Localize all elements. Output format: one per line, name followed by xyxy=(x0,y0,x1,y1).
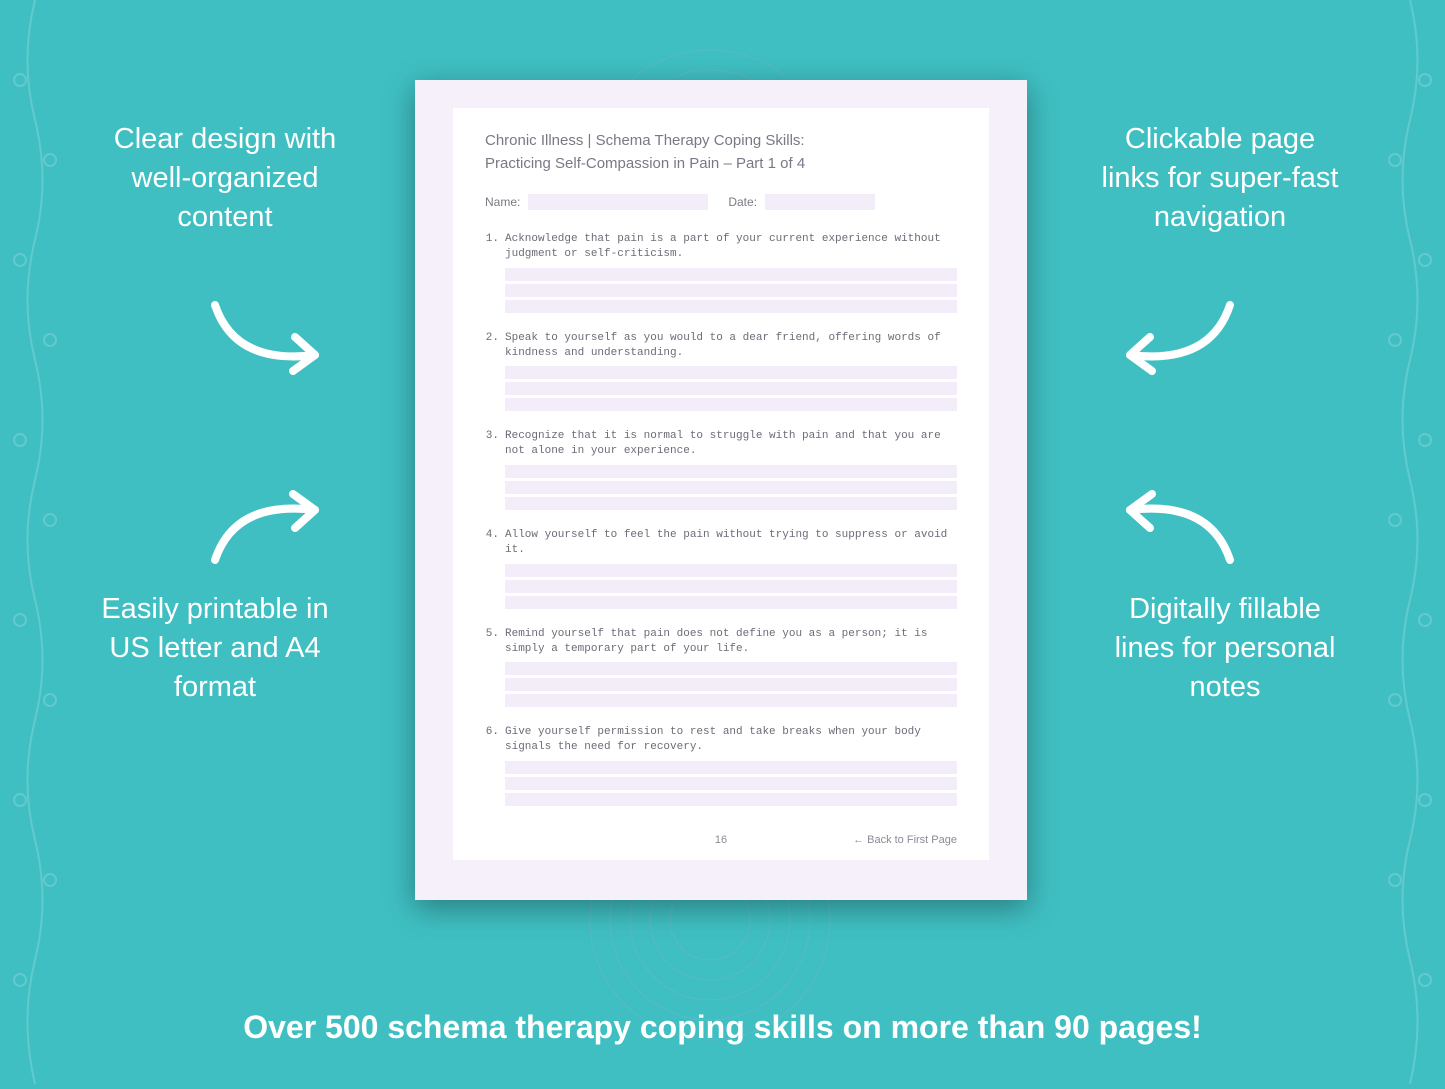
arrow-top-left-icon xyxy=(195,295,345,395)
arrow-bottom-left-icon xyxy=(195,470,345,570)
item-number: 5. xyxy=(485,627,499,657)
callout-bottom-right: Digitally fillable lines for personal no… xyxy=(1100,590,1350,707)
item-text: Give yourself permission to rest and tak… xyxy=(505,725,957,755)
callout-top-right: Clickable page links for super-fast navi… xyxy=(1095,120,1345,237)
worksheet-item: 2. Speak to yourself as you would to a d… xyxy=(485,331,957,412)
name-field[interactable] xyxy=(528,194,708,210)
item-number: 3. xyxy=(485,429,499,459)
page-footer: 16 ← Back to First Page xyxy=(485,834,957,846)
item-text: Allow yourself to feel the pain without … xyxy=(505,528,957,558)
arrow-top-right-icon xyxy=(1100,295,1250,395)
fill-line[interactable] xyxy=(505,481,957,494)
fill-line[interactable] xyxy=(505,777,957,790)
doc-subtitle: Practicing Self-Compassion in Pain – Par… xyxy=(485,155,957,172)
arrow-bottom-right-icon xyxy=(1100,470,1250,570)
item-text: Remind yourself that pain does not defin… xyxy=(505,627,957,657)
document-inner: Chronic Illness | Schema Therapy Coping … xyxy=(453,108,989,860)
doc-title: Chronic Illness | Schema Therapy Coping … xyxy=(485,132,957,149)
fill-line[interactable] xyxy=(505,793,957,806)
item-number: 6. xyxy=(485,725,499,755)
fill-line[interactable] xyxy=(505,284,957,297)
back-to-first-page-link[interactable]: ← Back to First Page xyxy=(853,834,957,846)
item-number: 1. xyxy=(485,232,499,262)
fill-line[interactable] xyxy=(505,694,957,707)
item-number: 2. xyxy=(485,331,499,361)
worksheet-item: 1. Acknowledge that pain is a part of yo… xyxy=(485,232,957,313)
fill-line[interactable] xyxy=(505,580,957,593)
worksheet-item: 3. Recognize that it is normal to strugg… xyxy=(485,429,957,510)
item-text: Acknowledge that pain is a part of your … xyxy=(505,232,957,262)
date-field[interactable] xyxy=(765,194,875,210)
fill-line[interactable] xyxy=(505,662,957,675)
fill-line[interactable] xyxy=(505,300,957,313)
fill-line[interactable] xyxy=(505,497,957,510)
worksheet-item: 4. Allow yourself to feel the pain witho… xyxy=(485,528,957,609)
fill-line[interactable] xyxy=(505,465,957,478)
fill-line[interactable] xyxy=(505,596,957,609)
form-row: Name: Date: xyxy=(485,194,957,210)
floral-border-right xyxy=(1375,0,1445,1084)
callout-bottom-left: Easily printable in US letter and A4 for… xyxy=(90,590,340,707)
fill-line[interactable] xyxy=(505,268,957,281)
fill-line[interactable] xyxy=(505,678,957,691)
floral-border-left xyxy=(0,0,70,1084)
fill-line[interactable] xyxy=(505,761,957,774)
fill-line[interactable] xyxy=(505,398,957,411)
worksheet-item: 5. Remind yourself that pain does not de… xyxy=(485,627,957,708)
fill-line[interactable] xyxy=(505,564,957,577)
item-number: 4. xyxy=(485,528,499,558)
item-text: Speak to yourself as you would to a dear… xyxy=(505,331,957,361)
page-number: 16 xyxy=(715,834,727,846)
callout-top-left: Clear design with well-organized content xyxy=(100,120,350,237)
document-page: Chronic Illness | Schema Therapy Coping … xyxy=(415,80,1027,900)
date-label: Date: xyxy=(728,195,757,209)
fill-line[interactable] xyxy=(505,382,957,395)
name-label: Name: xyxy=(485,195,520,209)
worksheet-item: 6. Give yourself permission to rest and … xyxy=(485,725,957,806)
bottom-banner: Over 500 schema therapy coping skills on… xyxy=(0,1009,1445,1046)
item-text: Recognize that it is normal to struggle … xyxy=(505,429,957,459)
fill-line[interactable] xyxy=(505,366,957,379)
